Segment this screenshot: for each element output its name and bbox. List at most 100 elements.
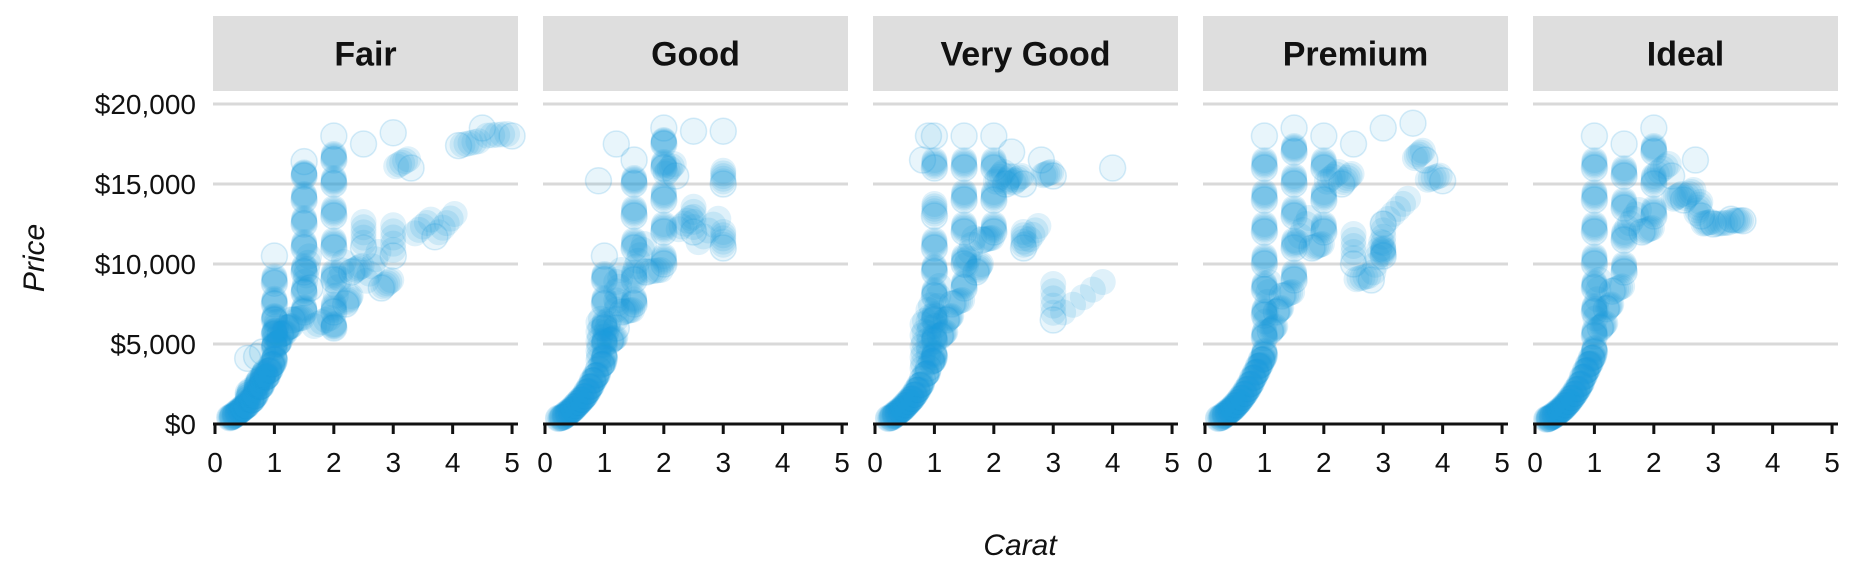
data-point: [1327, 170, 1356, 198]
data-point-density: [1244, 358, 1271, 385]
data-point-density: [1251, 319, 1278, 345]
data-point-density: [312, 307, 339, 333]
data-point-density: [577, 373, 604, 400]
data-point-density: [246, 366, 273, 393]
data-point: [569, 383, 598, 411]
data-point-density: [1385, 195, 1412, 222]
y-tick-label: $10,000: [95, 249, 196, 280]
data-point-density: [949, 287, 976, 313]
data-point-density: [232, 393, 259, 420]
data-point: [290, 279, 318, 307]
data-point-density: [291, 294, 318, 321]
data-point-density: [1598, 291, 1625, 318]
data-point-density: [1562, 380, 1589, 407]
data-point: [320, 202, 348, 230]
data-point-density: [951, 246, 978, 273]
data-point-density: [674, 207, 701, 234]
data-point-density: [591, 309, 618, 335]
data-point-density: [1232, 380, 1259, 407]
data-point-density: [1266, 296, 1293, 323]
data-point: [1250, 275, 1279, 304]
data-point-density: [980, 215, 1007, 242]
x-tick-label: 2: [1646, 447, 1662, 478]
data-point: [1598, 277, 1626, 305]
facet-strip-label: Very Good: [940, 36, 1110, 74]
data-point-density: [244, 371, 271, 398]
data-point-density: [1611, 188, 1638, 215]
data-point-density: [1038, 159, 1065, 185]
data-point-density: [887, 397, 914, 424]
data-point-density: [1241, 364, 1268, 391]
data-point: [320, 122, 348, 150]
x-tick-label: 0: [207, 447, 223, 478]
data-point: [584, 355, 613, 384]
data-point-density: [941, 290, 968, 317]
data-point-density: [710, 168, 737, 195]
data-point-density: [650, 152, 677, 179]
data-point: [679, 117, 708, 145]
data-point: [1256, 317, 1285, 345]
data-point-density: [621, 196, 648, 223]
data-point: [1542, 399, 1570, 428]
data-point-density: [1304, 232, 1331, 259]
data-point: [997, 138, 1026, 166]
data-point: [1577, 344, 1606, 373]
data-point-density: [907, 371, 934, 398]
data-point-density: [328, 257, 355, 284]
data-point-density: [591, 328, 618, 355]
data-point-density: [898, 385, 925, 412]
data-point-density: [1281, 227, 1308, 253]
data-point-density: [915, 320, 942, 347]
data-point-density: [591, 265, 618, 292]
data-point-density: [261, 346, 288, 373]
data-point-density: [671, 210, 698, 237]
data-point: [1280, 234, 1308, 262]
data-point: [1027, 146, 1056, 174]
data-point-density: [261, 303, 288, 329]
data-point-density: [291, 185, 318, 212]
data-point-density: [909, 371, 936, 397]
data-point-density: [566, 389, 593, 416]
data-point-density: [562, 393, 589, 420]
data-point-density: [591, 313, 618, 340]
data-point-density: [583, 362, 610, 389]
data-point-density: [1360, 259, 1387, 286]
data-point-density: [902, 381, 929, 408]
data-point-density: [1550, 395, 1577, 422]
data-point-density: [654, 158, 681, 185]
data-point-density: [900, 385, 927, 412]
data-point-density: [1581, 321, 1608, 348]
data-point-density: [1638, 215, 1665, 241]
data-point-density: [886, 398, 913, 425]
data-point-density: [1334, 165, 1361, 191]
data-point-density: [320, 199, 347, 226]
data-point-density: [951, 269, 978, 295]
data-point-density: [582, 366, 609, 393]
data-point-density: [230, 395, 257, 422]
data-point-density: [902, 381, 929, 408]
data-point: [590, 330, 619, 358]
data-point-density: [1394, 185, 1421, 212]
data-point: [1235, 371, 1264, 399]
data-point-density: [320, 142, 347, 169]
data-point-density: [1674, 183, 1701, 209]
data-point-density: [1224, 391, 1251, 418]
data-point-density: [409, 213, 436, 240]
x-tick-label: 5: [504, 447, 520, 478]
data-point-density: [230, 395, 257, 422]
data-point-density: [261, 332, 288, 359]
data-point: [650, 154, 678, 182]
data-point-density: [243, 377, 270, 404]
data-point-density: [1308, 231, 1335, 257]
data-point-density: [1214, 400, 1241, 427]
data-point-density: [1310, 179, 1337, 205]
data-point-density: [1678, 179, 1705, 205]
data-point-density: [930, 320, 957, 347]
data-point-density: [882, 402, 909, 429]
data-point-density: [915, 343, 942, 370]
data-point: [397, 154, 425, 182]
data-point: [908, 146, 937, 174]
data-point-density: [1254, 288, 1281, 315]
data-point-density: [1006, 164, 1033, 191]
data-point-density: [1213, 400, 1240, 427]
